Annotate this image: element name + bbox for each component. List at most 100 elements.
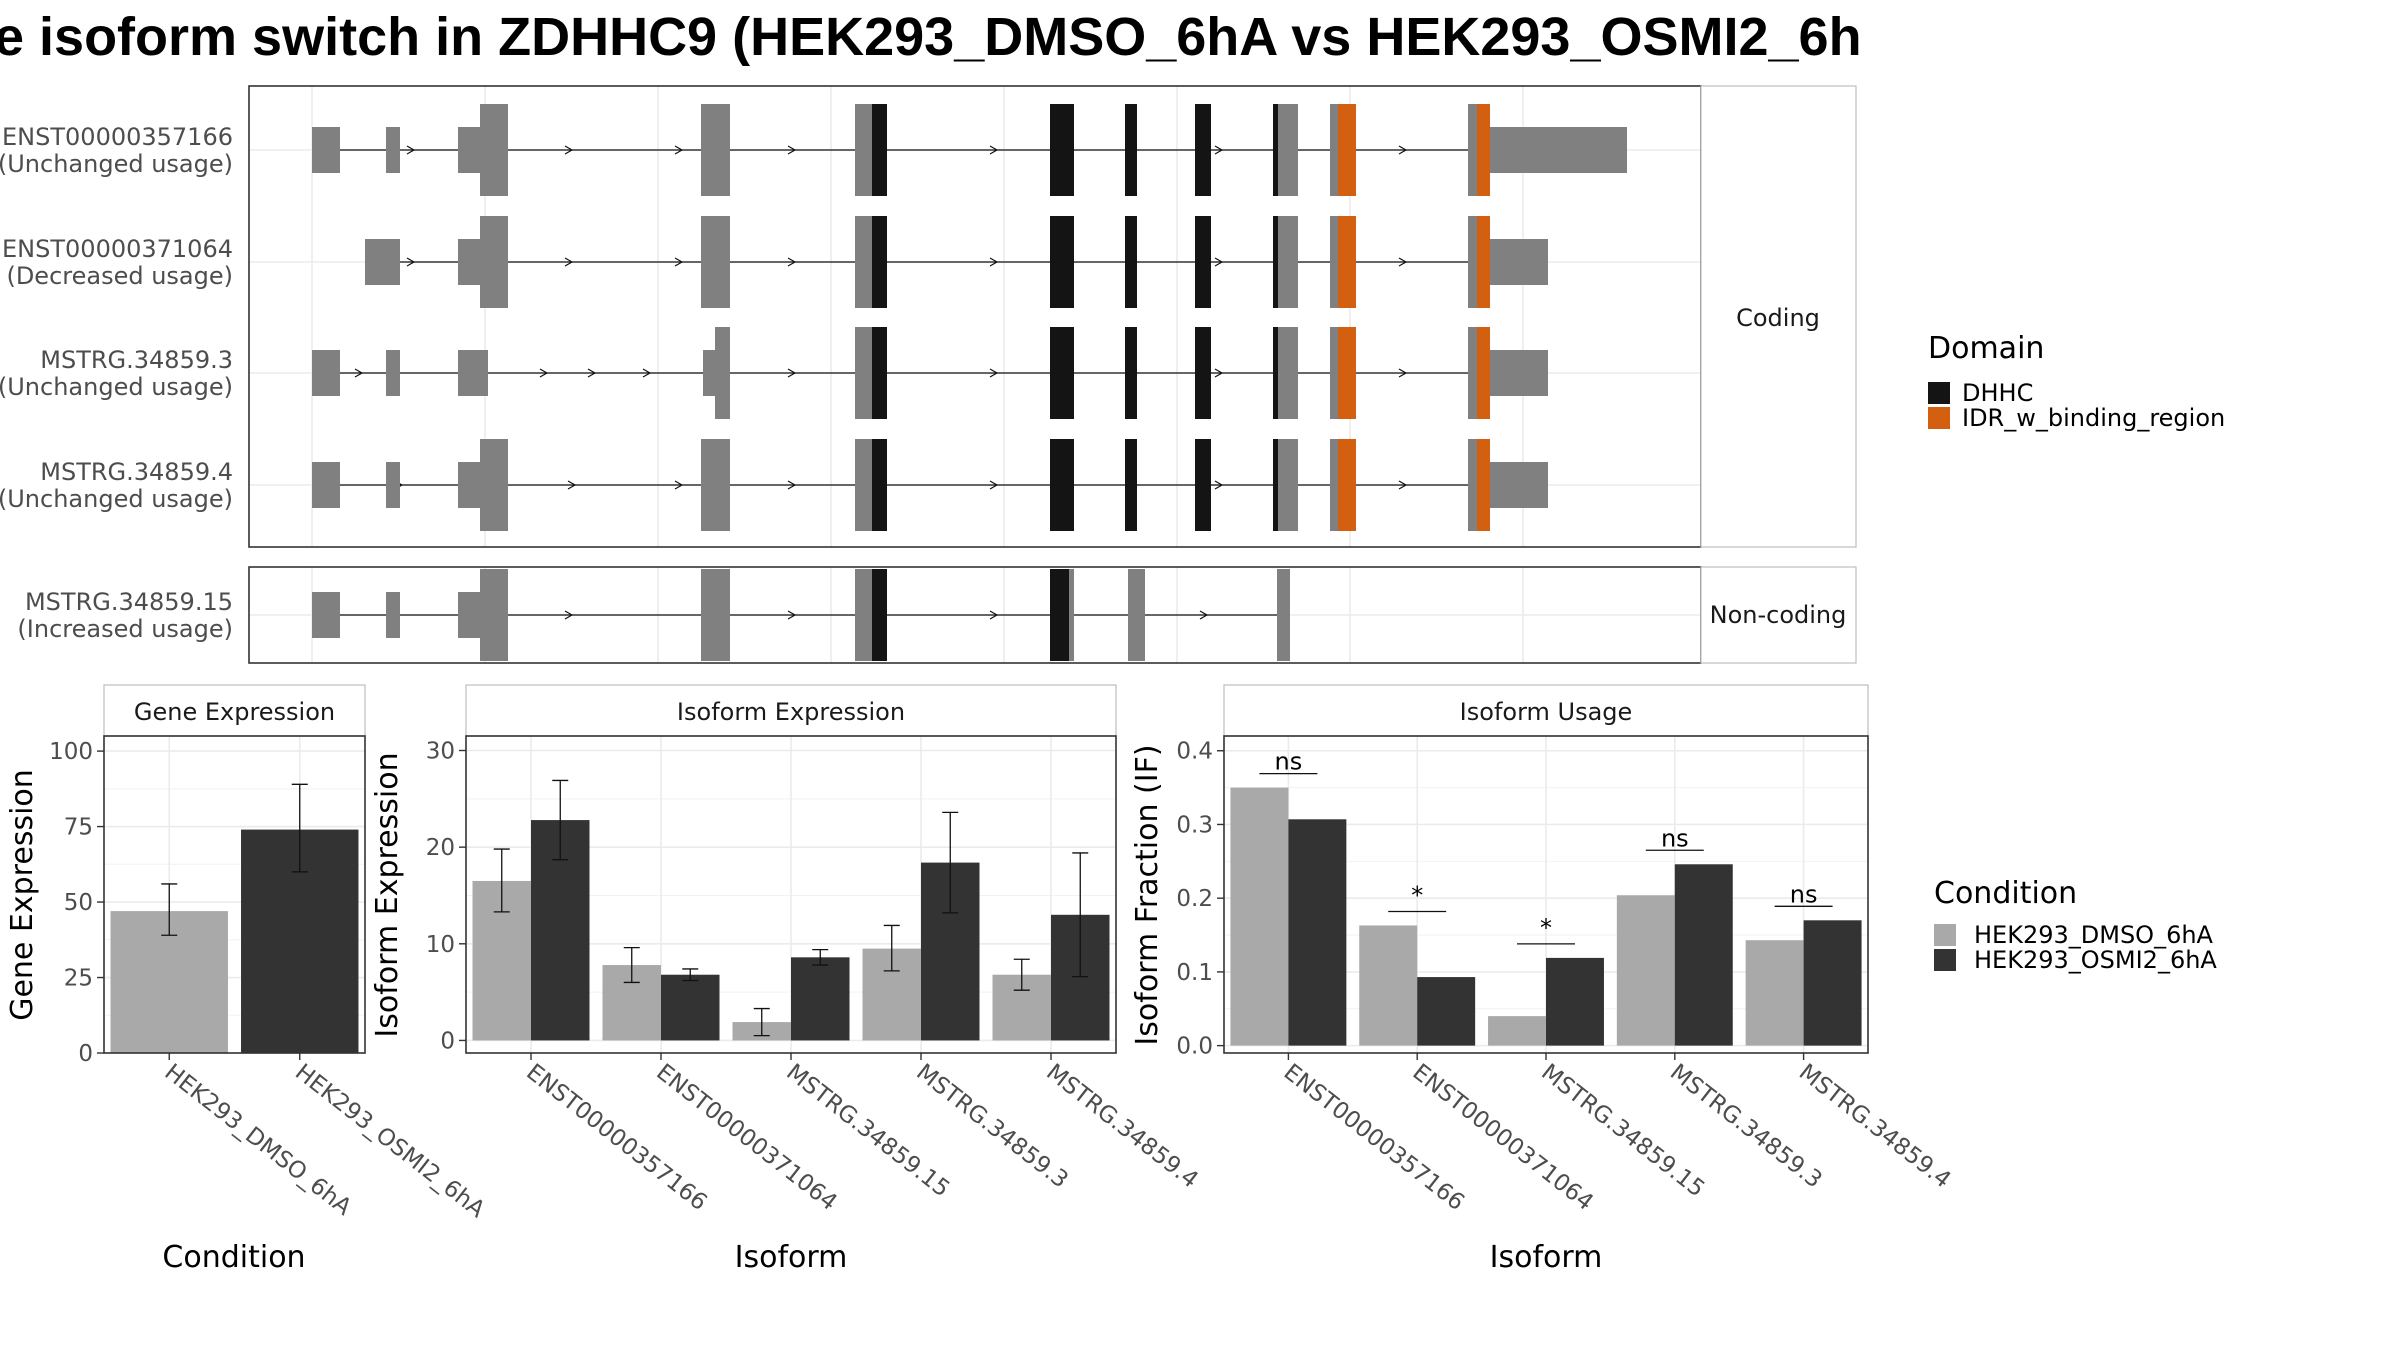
intron-arrow	[564, 257, 574, 267]
y-tick-label: 0.1	[1176, 960, 1213, 986]
y-tick-label: 0	[440, 1028, 455, 1054]
intron-arrow	[787, 145, 797, 155]
exon	[1490, 462, 1548, 508]
exon	[480, 216, 508, 308]
legend-label-dmso: HEK293_DMSO_6hA	[1974, 921, 2214, 949]
exon	[855, 569, 872, 661]
transcript-id-label: MSTRG.34859.15	[25, 588, 233, 616]
isoform-usage-panel: Isoform Usage 0.00.10.20.30.4ENST0000035…	[1130, 684, 1955, 1275]
dhhc-domain	[1050, 327, 1074, 419]
transcript-track	[312, 104, 1627, 196]
dhhc-domain	[872, 439, 887, 531]
exon	[855, 216, 872, 308]
legend-label-dhhc: DHHC	[1962, 379, 2033, 407]
exon	[312, 127, 340, 173]
isoform-expression-xlabel: Isoform	[735, 1240, 848, 1275]
bar	[1546, 957, 1604, 1046]
condition-legend: Condition HEK293_DMSO_6hA HEK293_OSMI2_6…	[1934, 876, 2217, 974]
dhhc-domain	[1195, 439, 1211, 531]
idr-domain	[1338, 104, 1356, 196]
bar	[1745, 940, 1804, 1046]
condition-legend-title: Condition	[1934, 876, 2077, 911]
significance-label: ns	[1790, 880, 1818, 908]
isoform-usage-xlabel: Isoform	[1490, 1240, 1603, 1275]
exon	[1468, 216, 1477, 308]
isoform-expression-ylabel: Isoform Expression	[370, 752, 405, 1037]
dhhc-domain	[1050, 439, 1074, 531]
intron-arrow	[1398, 257, 1408, 267]
idr-domain	[1477, 104, 1490, 196]
exon	[1330, 216, 1338, 308]
y-tick-label: 10	[426, 932, 455, 958]
idr-domain	[1338, 327, 1356, 419]
exon	[715, 327, 730, 419]
y-tick-label: 50	[64, 890, 93, 916]
transcript-tracks	[312, 104, 1627, 661]
bar	[791, 957, 850, 1041]
exon	[458, 239, 480, 285]
idr-domain	[1338, 439, 1356, 531]
coding-strip	[1700, 85, 1857, 548]
dhhc-domain	[1125, 216, 1137, 308]
intron-arrow	[642, 368, 652, 378]
intron-arrow	[1214, 257, 1224, 267]
transcript-track	[312, 569, 1290, 661]
noncoding-strip	[1700, 566, 1857, 664]
bar	[1488, 1016, 1546, 1046]
exon	[1468, 104, 1477, 196]
exon	[458, 462, 480, 508]
legend-label-osmi: HEK293_OSMI2_6hA	[1974, 946, 2217, 974]
exon	[458, 350, 488, 396]
dhhc-domain	[1273, 216, 1278, 308]
intron-arrow	[354, 368, 364, 378]
intron-arrow	[989, 368, 999, 378]
y-tick-label: 0	[78, 1041, 93, 1067]
dhhc-domain	[1195, 216, 1211, 308]
y-tick-label: 75	[64, 815, 93, 841]
bar	[1230, 787, 1289, 1046]
exon	[1490, 350, 1548, 396]
exon	[1069, 569, 1074, 661]
dhhc-domain	[1273, 439, 1278, 531]
transcript-usage-label: (Decreased usage)	[6, 262, 233, 290]
dhhc-domain	[1273, 104, 1278, 196]
isoform-expression-title: Isoform Expression	[677, 698, 905, 726]
bar	[1417, 977, 1476, 1046]
intron-arrow	[989, 145, 999, 155]
gene-expression-xlabel: Condition	[162, 1240, 305, 1275]
legend-swatch-osmi	[1934, 949, 1956, 971]
bar	[1616, 895, 1675, 1046]
y-tick-label: 0.3	[1176, 812, 1213, 838]
y-tick-label: 0.4	[1176, 739, 1213, 765]
isoform-usage-strip	[1223, 684, 1869, 737]
isoform-usage-title: Isoform Usage	[1460, 698, 1633, 726]
exon	[855, 104, 872, 196]
dhhc-domain	[872, 104, 887, 196]
significance-label: ns	[1661, 824, 1689, 852]
isoform-expression-strip	[465, 684, 1117, 737]
exon	[701, 104, 730, 196]
intron-arrow	[674, 145, 684, 155]
gene-expression-ylabel: Gene Expression	[5, 769, 40, 1021]
dhhc-domain	[1195, 104, 1211, 196]
transcript-track	[312, 439, 1548, 531]
exon	[1330, 104, 1338, 196]
intron-arrow	[1398, 480, 1408, 490]
exon	[480, 569, 508, 661]
significance-label: ns	[1275, 748, 1303, 776]
idr-domain	[1477, 439, 1490, 531]
gene-expression-panel: Gene Expression 0255075100HEK293_DMSO_6h…	[5, 684, 490, 1275]
dhhc-domain	[1273, 327, 1278, 419]
significance-label: *	[1411, 881, 1423, 909]
intron-arrow	[406, 257, 416, 267]
exon	[701, 216, 730, 308]
noncoding-strip-label: Non-coding	[1710, 601, 1847, 629]
exon	[1490, 127, 1627, 173]
y-tick-label: 100	[49, 739, 93, 765]
dhhc-domain	[872, 216, 887, 308]
exon	[312, 350, 340, 396]
y-tick-label: 0.2	[1176, 886, 1213, 912]
legend-swatch-idr	[1928, 407, 1950, 429]
exon	[1468, 439, 1477, 531]
transcript-track	[312, 327, 1548, 419]
